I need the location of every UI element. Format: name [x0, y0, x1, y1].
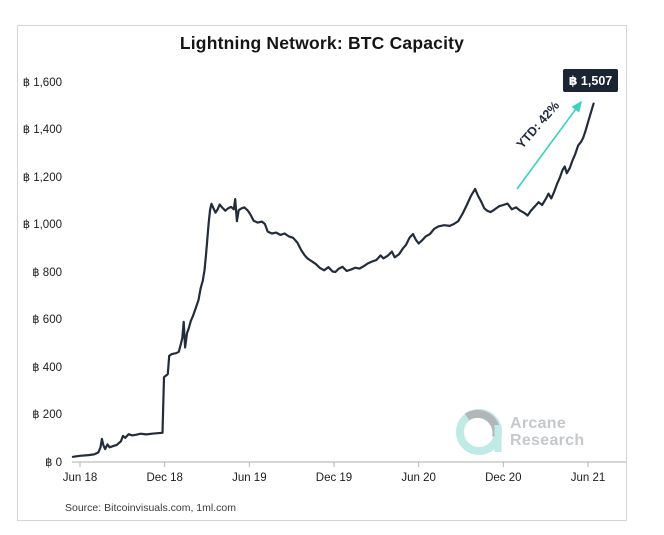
x-tick-label: Jun 18 [62, 472, 98, 484]
y-tick-label: ฿ 0 [45, 456, 62, 469]
source-attribution: Source: Bitcoinvisuals.com, 1ml.com [65, 502, 236, 514]
chart-frame [17, 25, 627, 521]
y-tick-label: ฿ 1,200 [22, 171, 62, 184]
chart-title: Lightning Network: BTC Capacity [179, 33, 465, 53]
y-tick-label: ฿ 1,400 [22, 124, 62, 136]
y-tick-label: ฿ 200 [32, 409, 62, 421]
x-tick-label: Dec 19 [315, 472, 353, 484]
watermark-line2: Research [510, 432, 585, 449]
x-tick-label: Jun 19 [232, 472, 267, 484]
end-value-badge: ฿ 1,507 [563, 69, 618, 92]
watermark-line1: Arcane [510, 415, 567, 432]
x-tick-label: Dec 20 [485, 472, 522, 484]
y-tick-label: ฿ 800 [32, 266, 62, 279]
btc-capacity-line [71, 102, 595, 458]
x-tick-label: Dec 18 [146, 472, 183, 484]
x-tick-label: Jun 21 [570, 472, 606, 484]
arcane-research-logo-icon [456, 409, 502, 455]
y-tick-label: ฿ 1,600 [22, 76, 62, 89]
watermark: Arcane Research [455, 407, 584, 457]
y-tick-label: ฿ 600 [32, 314, 62, 326]
y-tick-label: ฿ 1,000 [22, 219, 62, 231]
y-tick-label: ฿ 400 [32, 361, 62, 374]
x-tick-label: Jun 20 [401, 472, 436, 484]
watermark-text: Arcane Research [510, 415, 584, 449]
trend-arrow [516, 100, 582, 190]
